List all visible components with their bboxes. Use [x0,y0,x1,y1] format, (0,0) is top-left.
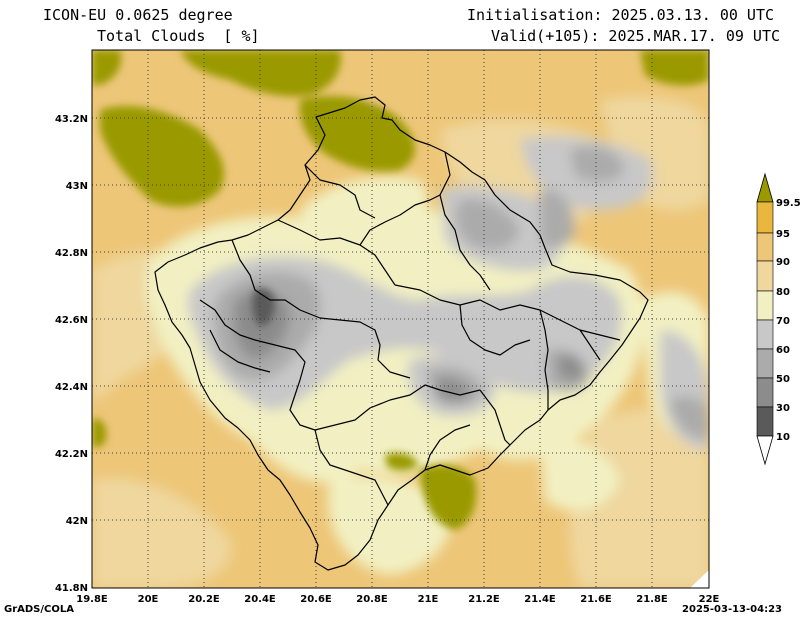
lat-tick: 42.6N [55,315,88,326]
lon-tick: 21.6E [580,594,612,605]
colorbar-label: 10 [776,432,790,443]
colorbar-segment [756,377,774,408]
colorbar-label: 95 [776,229,790,240]
admin-borders [154,96,649,571]
district-border [479,389,511,446]
district-border [579,329,601,361]
colorbar: 99.5 95 90 80 70 60 50 30 10 [756,172,800,466]
colorbar-label: 50 [776,374,790,385]
lon-tick: 19.8E [76,594,108,605]
colorbar-label: 90 [776,257,790,268]
colorbar-segment [756,290,774,321]
lat-tick: 42.2N [55,449,88,460]
lon-tick: 21.8E [636,594,668,605]
district-border [314,384,481,431]
grid-lines [92,50,709,588]
lon-tick: 20.6E [300,594,332,605]
lon-tick: 22E [699,594,720,605]
variable-title: Total Clouds [ %] [97,27,260,45]
district-border [424,424,471,471]
outer-border [154,96,649,571]
cloud-field [92,50,709,588]
lon-tick: 20E [138,594,159,605]
lon-tick: 20.4E [244,594,276,605]
colorbar-label: 80 [776,287,790,298]
lon-tick: 21E [418,594,439,605]
colorbar-segment [756,201,774,234]
colorbar-bottom-arrow [756,435,774,466]
district-border [209,329,271,373]
district-border [539,309,549,410]
colorbar-segment [756,319,774,350]
lat-tick: 41.8N [55,583,88,594]
latitude-ticks: 43.2N 43N 42.8N 42.6N 42.4N 42.2N 42N 41… [55,114,88,594]
software-credit: GrADS/COLA [4,604,74,615]
valid-time: Valid(+105): 2025.MAR.17. 09 UTC [491,27,780,45]
colorbar-label: 30 [776,403,790,414]
colorbar-label: 70 [776,316,790,327]
district-border [394,284,621,341]
plot-frame [91,49,710,589]
colorbar-segment [756,232,774,262]
district-border [199,299,316,431]
lon-tick: 20.2E [188,594,220,605]
district-border [231,239,411,379]
lat-tick: 43.2N [55,114,88,125]
colorbar-segment [756,348,774,379]
lat-tick: 42N [66,516,88,527]
district-border [304,164,376,219]
generation-timestamp: 2025-03-13-04:23 [682,604,782,615]
initialisation-time: Initialisation: 2025.03.13. 00 UTC [466,6,774,24]
district-border [439,151,491,291]
lon-tick: 21.4E [524,594,556,605]
lat-tick: 42.4N [55,382,88,393]
lat-tick: 42.8N [55,248,88,259]
district-border [277,219,396,286]
district-border [359,194,441,246]
model-title: ICON-EU 0.0625 degree [43,6,233,24]
colorbar-top-arrow [756,172,774,203]
colorbar-label: 60 [776,345,790,356]
colorbar-segment [756,260,774,292]
colorbar-label: 99.5 [776,198,800,209]
clear-sky-patch [690,570,709,588]
lat-tick: 43N [66,181,88,192]
lon-tick: 20.8E [356,594,388,605]
lon-tick: 21.2E [468,594,500,605]
longitude-ticks: 19.8E 20E 20.2E 20.4E 20.6E 20.8E 21E 21… [76,594,719,605]
district-border [459,304,531,356]
colorbar-segment [756,406,774,437]
district-border [314,429,389,506]
